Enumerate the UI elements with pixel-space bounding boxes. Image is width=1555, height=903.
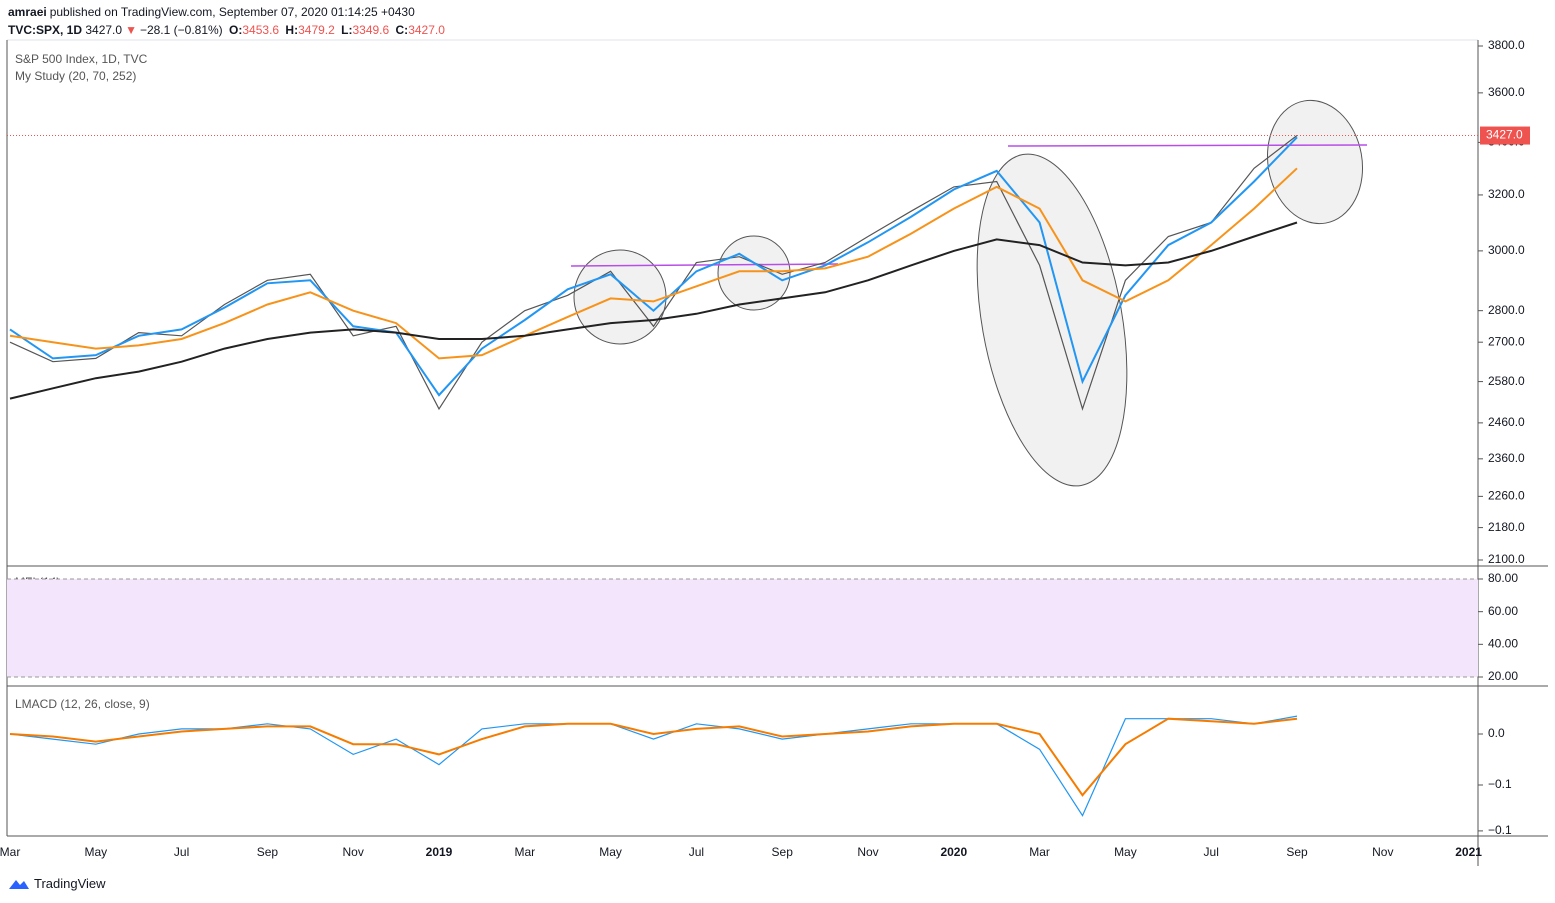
y-tick-label: 3000.0 [1488, 243, 1525, 257]
y-tick-label: 2700.0 [1488, 334, 1525, 348]
series-line [9, 221, 1298, 400]
y-tick-label: 2580.0 [1488, 374, 1525, 388]
x-tick-label: Sep [257, 845, 279, 859]
y-tick-label: 3600.0 [1488, 85, 1525, 99]
y-tick-label: 20.00 [1488, 669, 1518, 683]
trend-line [1007, 144, 1368, 147]
x-tick-label: 2020 [940, 845, 967, 859]
y-tick-label: 2260.0 [1488, 489, 1525, 503]
footer: TradingView [8, 876, 106, 891]
close: 3427.0 [408, 23, 445, 37]
ellipse [976, 153, 1128, 487]
change: −28.1 (−0.81%) [139, 23, 223, 37]
chart-title: S&P 500 Index, 1D, TVC [15, 52, 148, 66]
y-tick-label: 2800.0 [1488, 303, 1525, 317]
published: published on TradingView.com, September … [49, 5, 415, 19]
x-tick-label: Jul [174, 845, 189, 859]
x-tick-label: Jul [689, 845, 704, 859]
y-tick-label: 80.00 [1488, 571, 1518, 585]
y-tick-label: 2360.0 [1488, 451, 1525, 465]
x-tick-label: Mar [514, 845, 535, 859]
ellipse [573, 249, 667, 345]
x-tick-label: Sep [1286, 845, 1308, 859]
series-line [9, 135, 1298, 411]
high: 3479.2 [298, 23, 335, 37]
x-tick-label: Nov [857, 845, 878, 859]
x-tick-label: May [84, 845, 107, 859]
x-tick-label: Nov [1372, 845, 1393, 859]
logo [9, 879, 29, 889]
header-line-1: amraei published on TradingView.com, Sept… [8, 5, 418, 19]
x-tick-label: May [599, 845, 622, 859]
l-label: L: [341, 23, 353, 37]
panel-title: LMACD (12, 26, close, 9) [15, 697, 150, 711]
header-line-2: TVC:SPX, 1D 3427.0 ▼ −28.1 (−0.81%) O:3453… [8, 23, 448, 37]
y-tick-label: 2460.0 [1488, 415, 1525, 429]
h-label: H: [285, 23, 299, 37]
x-tick-label: Mar [0, 845, 20, 859]
y-tick-label: 3800.0 [1488, 38, 1525, 52]
last-price-label: 3427.0 [1486, 128, 1523, 142]
annotations [573, 99, 1364, 487]
x-tick-label: Sep [772, 845, 794, 859]
brand: TradingView [34, 876, 106, 891]
y-tick-label: 60.00 [1488, 604, 1518, 618]
arrow: ▼ [125, 23, 137, 37]
x-tick-label: 2021 [1455, 845, 1482, 859]
c-label: C: [395, 23, 409, 37]
series-line [9, 717, 1298, 797]
x-tick-label: Jul [1204, 845, 1219, 859]
open: 3453.6 [242, 23, 280, 37]
low: 3349.6 [352, 23, 390, 37]
last: 3427.0 [85, 23, 123, 37]
symbol: TVC:SPX, 1D [8, 23, 83, 37]
ellipse [1266, 99, 1364, 225]
y-tick-label: −0.1 [1488, 823, 1512, 837]
o-label: O: [229, 23, 243, 37]
mfi-band [7, 579, 1478, 677]
trend-line [570, 263, 839, 267]
chart-subtitle: My Study (20, 70, 252) [15, 69, 136, 83]
x-tick-label: Nov [343, 845, 364, 859]
x-tick-label: 2019 [426, 845, 453, 859]
author: amraei [8, 5, 47, 19]
x-tick-label: May [1114, 845, 1137, 859]
last-price-box [1480, 126, 1530, 145]
series-line [9, 167, 1298, 360]
y-tick-label: −0.1 [1488, 777, 1512, 791]
series-line [9, 136, 1298, 397]
y-tick-label: 0.0 [1488, 726, 1505, 740]
x-tick-label: Mar [1029, 845, 1050, 859]
y-tick-label: 2180.0 [1488, 520, 1525, 534]
y-tick-label: 40.00 [1488, 637, 1518, 651]
y-tick-label: 3200.0 [1488, 187, 1525, 201]
y-tick-label: 2100.0 [1488, 552, 1525, 566]
